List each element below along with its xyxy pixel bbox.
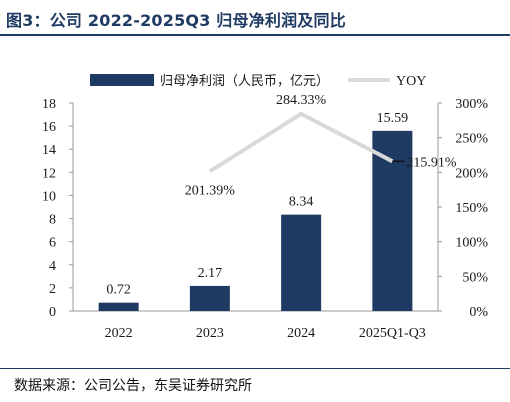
x-tick-label: 2023 [196, 326, 224, 341]
y-right-tick-label: 250% [455, 132, 488, 147]
y-right-tick-label: 300% [455, 97, 488, 112]
x-tick-label: 2024 [287, 326, 315, 341]
yoy-value-label: 284.33% [276, 93, 327, 108]
bar-2022 [99, 303, 139, 311]
y-left-tick-label: 18 [42, 97, 56, 112]
y-left-tick-label: 14 [42, 143, 56, 158]
y-right-tick-label: 200% [455, 166, 488, 181]
y-left-tick-label: 16 [42, 120, 56, 135]
legend-label-yoy: YOY [396, 74, 426, 89]
legend-swatch-profit [90, 74, 154, 86]
y-left-tick-label: 2 [49, 282, 56, 297]
yoy-value-label: 215.91% [406, 155, 457, 170]
bar-2023 [190, 286, 230, 311]
bar-value-label: 0.72 [106, 283, 131, 298]
x-tick-label: 2022 [105, 326, 133, 341]
yoy-line [210, 114, 393, 172]
y-right-tick-label: 50% [462, 270, 488, 285]
figure-title: 图3：公司 2022-2025Q3 归母净利润及同比 [6, 7, 346, 31]
profit-chart: 归母净利润（人民币，亿元） YOY 0 2 4 6 8 10 12 14 16 18 0% 50% 100%… [0, 36, 510, 366]
source-divider [0, 368, 510, 369]
bar-2024 [281, 215, 321, 311]
bar-value-label: 2.17 [198, 266, 223, 281]
y-left-tick-label: 12 [42, 166, 56, 181]
y-right-tick-label: 0% [469, 305, 488, 320]
y-right-tick-label: 100% [455, 236, 488, 251]
legend-label-profit: 归母净利润（人民币，亿元） [160, 73, 329, 88]
bar-value-label: 8.34 [289, 195, 314, 210]
x-tick-label: 2025Q1-Q3 [359, 326, 426, 341]
yoy-value-label: 201.39% [185, 183, 236, 198]
y-left-tick-label: 6 [49, 236, 56, 251]
figure-header: 图3：公司 2022-2025Q3 归母净利润及同比 [0, 0, 510, 36]
source-note: 数据来源：公司公告，东吴证券研究所 [14, 375, 252, 395]
y-right-tick-label: 150% [455, 201, 488, 216]
y-left-tick-label: 10 [42, 189, 56, 204]
y-left-tick-label: 8 [49, 213, 56, 228]
y-left-tick-label: 0 [49, 305, 56, 320]
bar-value-label: 15.59 [377, 111, 409, 126]
y-left-tick-label: 4 [49, 259, 56, 274]
